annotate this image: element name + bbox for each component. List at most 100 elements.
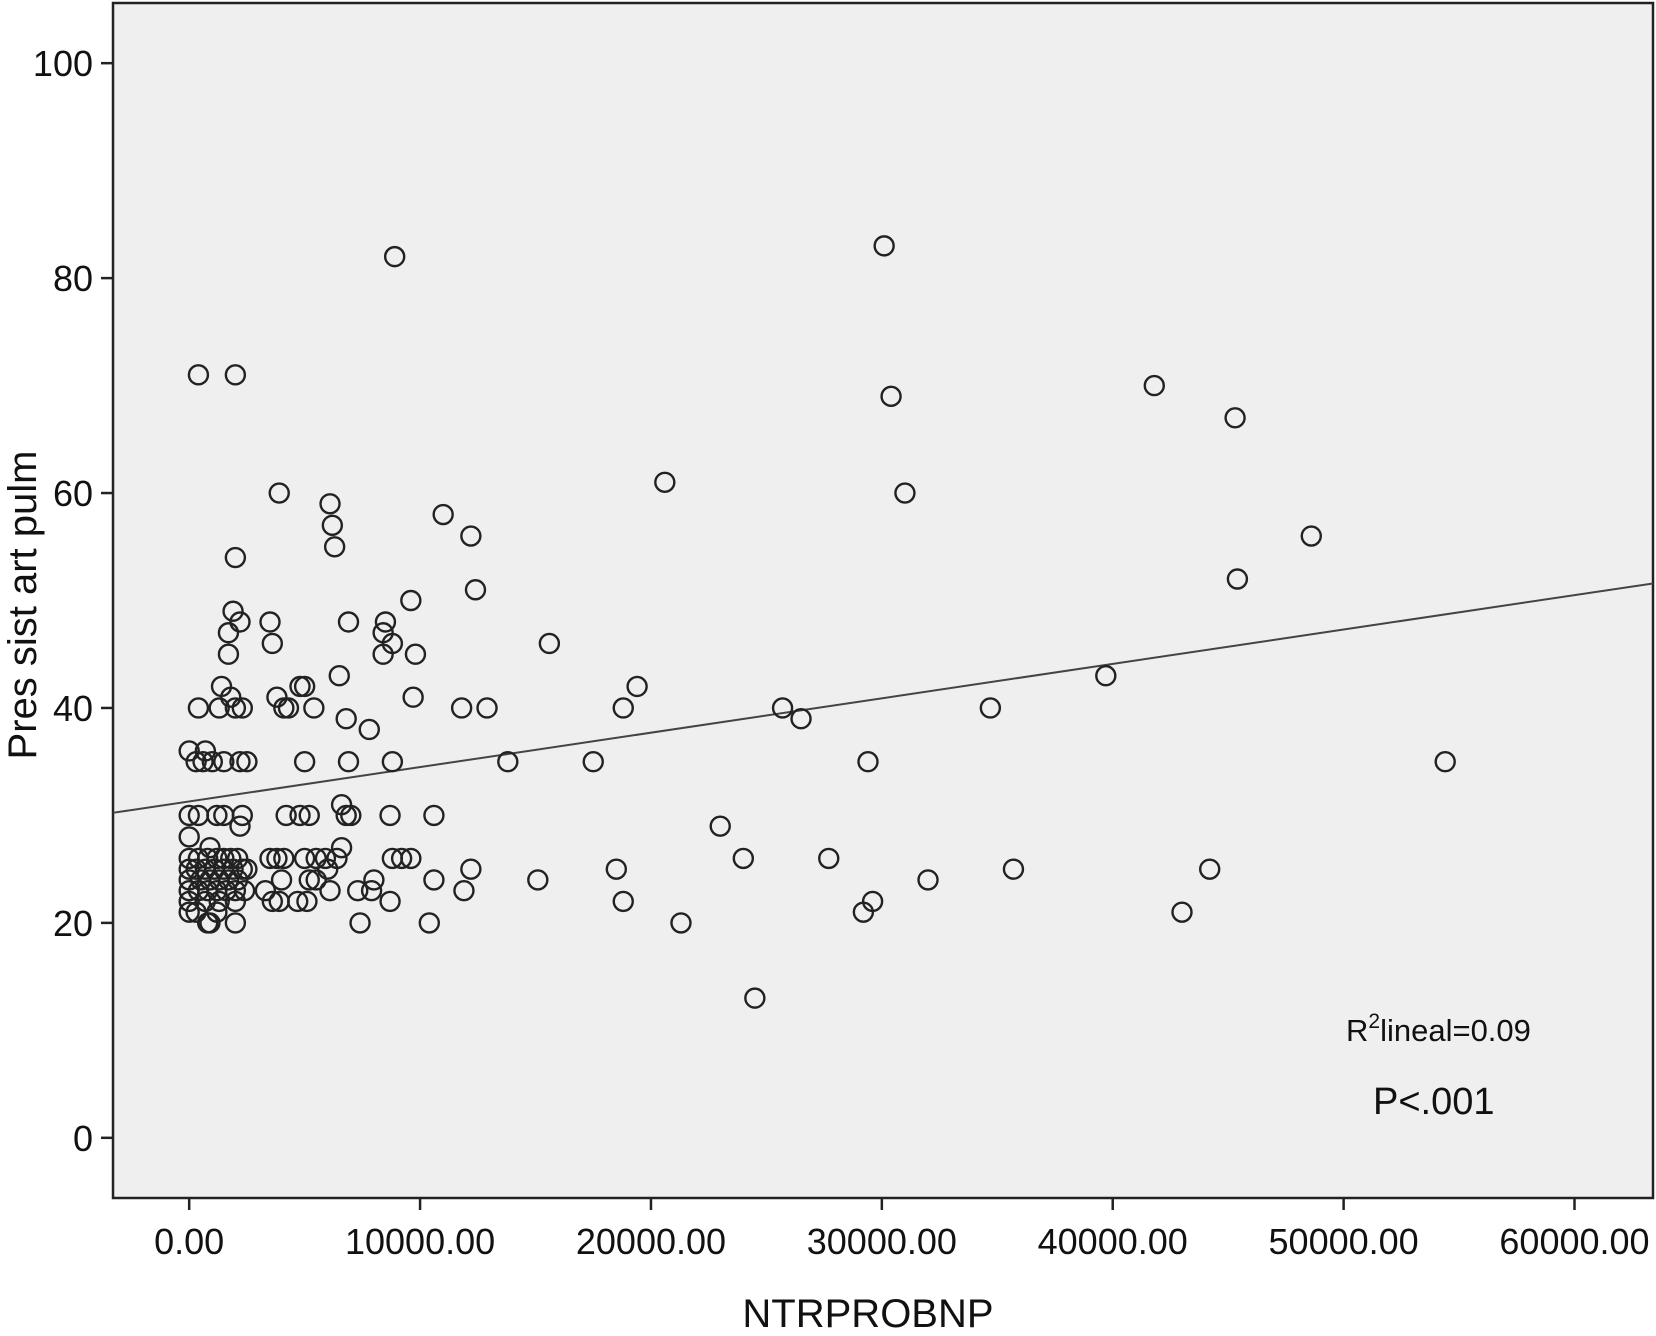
data-point (185, 750, 207, 773)
x-tick-label: 30000.00 (807, 1221, 957, 1262)
data-point (527, 869, 549, 891)
data-point (229, 750, 251, 773)
data-point (187, 364, 210, 386)
data-point (328, 665, 350, 687)
data-point (220, 847, 242, 870)
data-point (277, 697, 300, 719)
data-point (208, 697, 230, 719)
data-point (1002, 858, 1025, 880)
data-point (305, 847, 327, 870)
data-point (224, 890, 247, 913)
data-point (224, 697, 247, 719)
data-point (390, 847, 413, 870)
data-point (266, 686, 288, 708)
data-point (1300, 525, 1322, 547)
data-point (732, 847, 755, 870)
data-point (268, 482, 290, 504)
data-point (464, 579, 487, 601)
data-point (319, 879, 341, 902)
data-point (224, 546, 247, 569)
data-point (206, 847, 228, 870)
data-point (298, 869, 320, 891)
data-point (321, 514, 344, 536)
data-point (358, 718, 380, 741)
data-point (293, 847, 316, 870)
x-tick-label: 20000.00 (576, 1221, 726, 1262)
data-point (224, 912, 247, 934)
x-axis: 0.00 10000.00 20000.00 30000.00 40000.00 5000… (154, 1198, 1650, 1262)
data-point (213, 750, 235, 773)
data-point (374, 611, 397, 633)
data-point (303, 697, 325, 719)
data-point (347, 879, 369, 902)
data-point (744, 987, 766, 1009)
data-point (538, 632, 561, 655)
data-point (379, 804, 401, 827)
x-tick-label: 0.00 (154, 1221, 224, 1262)
data-point (400, 589, 422, 612)
r-squared-prefix: R (1346, 1013, 1368, 1048)
data-point (460, 858, 482, 880)
data-point (360, 879, 383, 902)
data-point (266, 847, 288, 870)
data-point (880, 385, 902, 408)
data-point (381, 750, 404, 773)
r-squared-value: lineal=0.09 (1380, 1013, 1531, 1048)
data-point (335, 708, 357, 730)
p-value-annotation: P<.001 (1373, 1081, 1495, 1123)
data-point (497, 750, 519, 773)
data-point (259, 611, 281, 633)
data-point (319, 493, 341, 515)
data-point (222, 858, 244, 880)
data-point (217, 869, 240, 891)
data-point (206, 804, 228, 827)
data-point (709, 815, 731, 837)
data-point (287, 890, 309, 913)
data-point (453, 879, 475, 902)
data-point (1434, 750, 1456, 773)
data-point (220, 686, 242, 708)
data-point (330, 836, 353, 859)
data-point (224, 364, 247, 386)
data-point (1224, 407, 1246, 429)
data-point (196, 847, 219, 870)
data-point (383, 245, 406, 268)
data-point (270, 869, 293, 891)
data-point (460, 525, 482, 547)
data-point (363, 869, 385, 891)
data-point (340, 804, 362, 827)
data-point (612, 890, 634, 913)
points-layer (178, 235, 1456, 1009)
data-point (275, 804, 297, 827)
data-point (476, 697, 498, 719)
data-point (201, 750, 223, 773)
data-point (379, 890, 401, 913)
data-point (873, 235, 895, 257)
data-point (185, 901, 207, 923)
y-tick-label: 40 (53, 688, 93, 729)
data-point (1095, 665, 1117, 687)
x-tick-label: 50000.00 (1269, 1221, 1419, 1262)
data-point (192, 750, 214, 773)
data-point (236, 750, 258, 773)
data-point (298, 804, 320, 827)
data-point (273, 847, 295, 870)
data-point (337, 750, 360, 773)
data-point (1199, 858, 1221, 880)
data-point (605, 858, 628, 880)
data-point (432, 503, 454, 526)
y-tick-label: 0 (73, 1118, 93, 1159)
data-point (418, 912, 441, 934)
data-point (199, 912, 221, 934)
data-point (178, 740, 200, 762)
data-point (771, 697, 794, 719)
data-point (818, 847, 840, 870)
data-point (178, 804, 200, 827)
data-point (404, 643, 427, 665)
data-point (178, 826, 200, 848)
fit-line (112, 582, 1654, 814)
r-squared-superscript: 2 (1368, 1010, 1380, 1033)
data-point (857, 750, 879, 773)
data-point (261, 632, 284, 655)
